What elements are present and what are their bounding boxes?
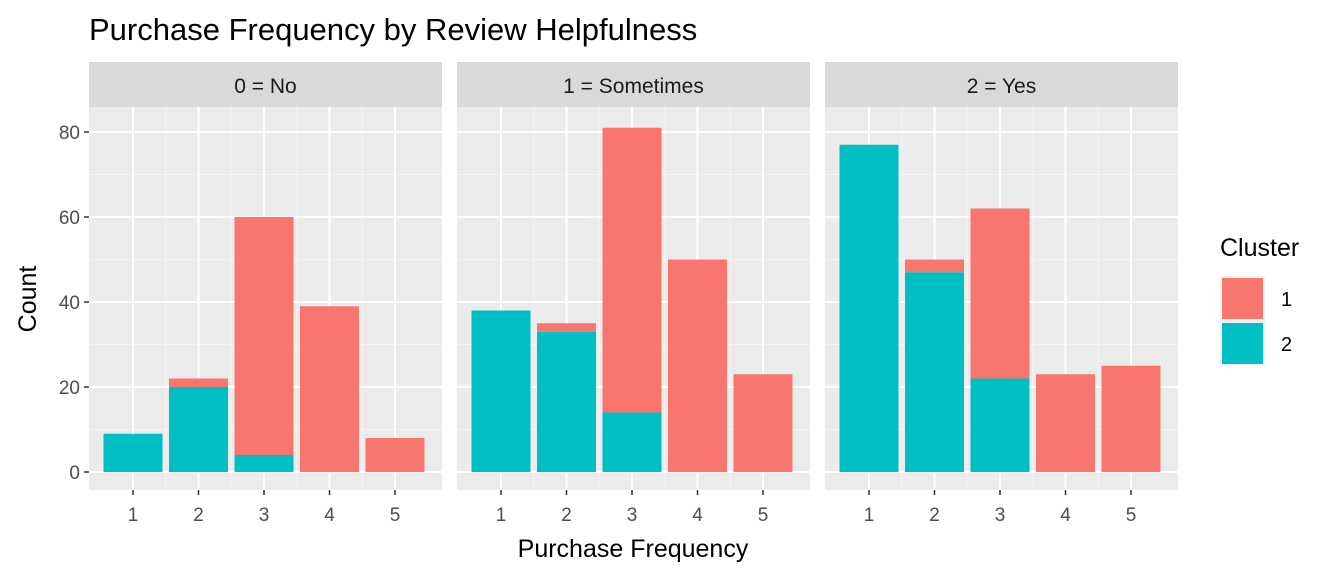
x-tick-label: 3: [259, 505, 270, 526]
y-tick-label: 80: [59, 123, 80, 144]
bar-cluster-2: [839, 144, 899, 472]
x-tick-label: 2: [929, 505, 940, 526]
facet-panels: 0 = No 1 2 3 4 5 1 = Sometimes 1 2 3 4 5 2 = Yes 1 2 3 4…: [89, 62, 1178, 526]
bar-cluster-1: [169, 378, 228, 387]
legend-label: 1: [1281, 289, 1292, 311]
x-tick-label: 1: [864, 505, 875, 526]
x-tick-label: 1: [496, 505, 507, 526]
bar-cluster-2: [970, 378, 1030, 472]
legend: Cluster 1 2: [1220, 234, 1299, 366]
x-tick-label: 2: [193, 505, 204, 526]
bar-cluster-1: [365, 438, 425, 472]
bar-cluster-1: [537, 323, 596, 332]
bar-cluster-2: [103, 433, 163, 472]
x-tick-label: 5: [758, 505, 769, 526]
x-tick-label: 5: [390, 505, 401, 526]
facet-panel: 2 = Yes 1 2 3 4 5: [825, 62, 1178, 526]
bar-cluster-2: [905, 272, 964, 472]
legend-label: 2: [1281, 334, 1292, 356]
bar-cluster-1: [668, 259, 727, 472]
chart-title: Purchase Frequency by Review Helpfulness: [89, 12, 697, 47]
facet-label: 2 = Yes: [967, 75, 1037, 98]
x-axis-title: Purchase Frequency: [518, 535, 749, 563]
bar-cluster-1: [905, 259, 964, 273]
bar-cluster-2: [169, 387, 228, 472]
y-tick-label: 0: [69, 463, 80, 484]
legend-title: Cluster: [1220, 234, 1299, 262]
facet-panel: 1 = Sometimes 1 2 3 4 5: [457, 62, 810, 526]
facet-strip: [825, 62, 1178, 107]
facet-strip: [457, 62, 810, 107]
facet-label: 0 = No: [234, 75, 296, 98]
bar-cluster-2: [234, 455, 294, 472]
bar-cluster-1: [234, 217, 294, 455]
legend-swatch: [1222, 278, 1263, 319]
bar-cluster-2: [602, 412, 662, 472]
x-tick-label: 4: [1060, 505, 1071, 526]
facet-strip: [89, 62, 442, 107]
y-axis-title: Count: [14, 266, 42, 333]
x-tick-label: 4: [692, 505, 703, 526]
bar-cluster-1: [970, 208, 1030, 379]
bar-cluster-2: [471, 310, 531, 472]
y-tick-label: 20: [59, 378, 80, 399]
x-tick-label: 3: [995, 505, 1006, 526]
facet-label: 1 = Sometimes: [563, 75, 704, 98]
x-tick-label: 1: [128, 505, 139, 526]
x-tick-label: 3: [627, 505, 638, 526]
facet-panel: 0 = No 1 2 3 4 5: [89, 62, 442, 526]
x-tick-label: 2: [561, 505, 572, 526]
y-tick-label: 60: [59, 208, 80, 229]
bar-cluster-1: [300, 306, 359, 472]
y-tick-label: 40: [59, 293, 80, 314]
y-axis: 0 20 40 60 80: [59, 123, 89, 484]
legend-swatch: [1222, 323, 1263, 364]
x-tick-label: 4: [324, 505, 335, 526]
bar-cluster-1: [1036, 374, 1095, 472]
bar-cluster-1: [733, 374, 793, 472]
bar-cluster-2: [537, 331, 596, 472]
x-tick-label: 5: [1126, 505, 1137, 526]
bar-cluster-1: [1101, 365, 1161, 472]
bar-cluster-1: [602, 127, 662, 413]
